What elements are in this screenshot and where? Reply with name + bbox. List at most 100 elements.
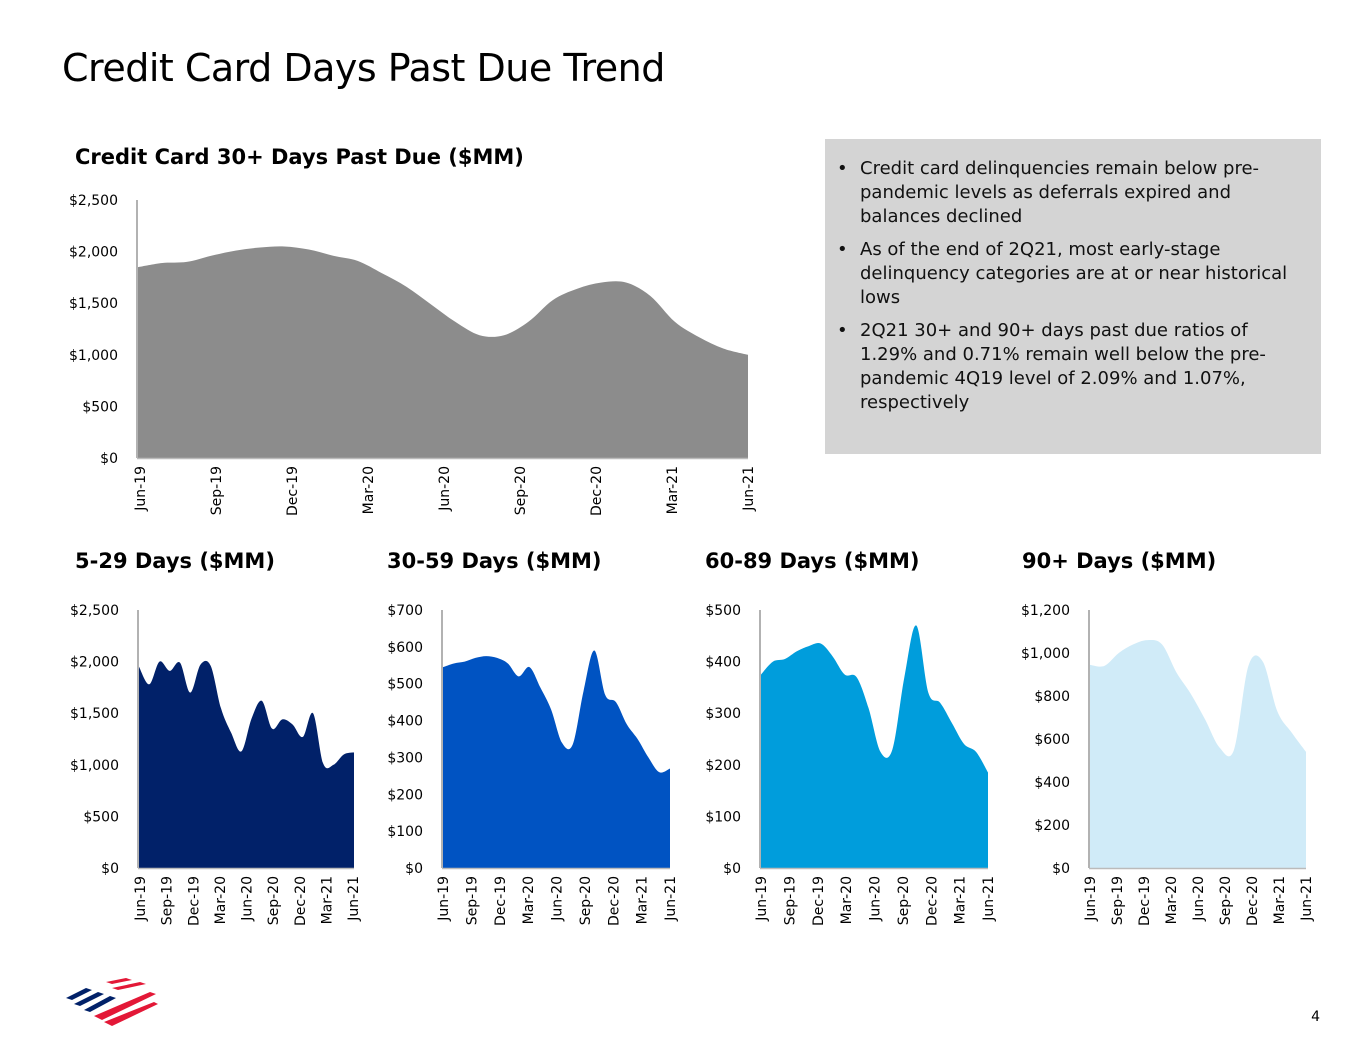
area-series bbox=[761, 625, 988, 868]
x-tick-label: Dec-20 bbox=[606, 876, 622, 926]
x-tick-label: Sep-20 bbox=[266, 876, 282, 925]
x-tick-label: Dec-19 bbox=[285, 466, 301, 516]
y-tick-label: $100 bbox=[387, 824, 423, 840]
commentary-text: Credit card delinquencies remain below p… bbox=[860, 158, 1260, 227]
x-tick-label: Sep-19 bbox=[209, 466, 225, 515]
x-tick-label: Jun-21 bbox=[663, 876, 679, 922]
y-tick-label: $600 bbox=[1034, 732, 1070, 748]
x-tick-label: Dec-19 bbox=[493, 876, 509, 926]
x-tick-label: Jun-19 bbox=[133, 876, 149, 922]
y-tick-label: $1,200 bbox=[1021, 603, 1070, 619]
x-tick-label: Dec-19 bbox=[1137, 876, 1153, 926]
x-tick-label: Jun-20 bbox=[437, 466, 453, 512]
area-chart-60-89-days: $0 $100 $200 $300 $400 $500 Jun-19 Sep-19 Dec-19… bbox=[705, 603, 997, 926]
x-tick-label: Jun-21 bbox=[981, 876, 997, 922]
x-tick-label: Jun-19 bbox=[436, 876, 452, 922]
chart-title-60-89-days: 60-89 Days ($MM) bbox=[705, 549, 920, 573]
y-tick-label: $500 bbox=[83, 809, 119, 825]
y-tick-label: $400 bbox=[387, 714, 423, 730]
y-tick-label: $400 bbox=[1034, 775, 1070, 791]
area-chart-90plus-days: $0 $200 $400 $600 $800 $1,000 $1,200 Jun-19 Sep-… bbox=[1021, 603, 1315, 926]
y-tick-label: $0 bbox=[405, 861, 423, 877]
y-tick-label: $1,000 bbox=[1021, 646, 1070, 662]
x-tick-label: Mar-20 bbox=[213, 876, 229, 924]
x-tick-label: Mar-20 bbox=[361, 466, 377, 514]
area-chart-30plus-days: $0 $500 $1,000 $1,500 $2,000 $2,500 Jun-19 Sep-… bbox=[69, 193, 757, 516]
chart-title-5-29-days: 5-29 Days ($MM) bbox=[75, 549, 275, 573]
y-tick-label: $0 bbox=[100, 451, 118, 467]
commentary-panel: • Credit card delinquencies remain below … bbox=[825, 139, 1321, 454]
y-tick-label: $0 bbox=[723, 861, 741, 877]
x-tick-label: Jun-21 bbox=[1299, 876, 1315, 922]
y-tick-label: $0 bbox=[101, 861, 119, 877]
commentary-list: • Credit card delinquencies remain below … bbox=[837, 157, 1297, 415]
y-tick-label: $500 bbox=[705, 603, 741, 619]
y-tick-label: $0 bbox=[1052, 861, 1070, 877]
y-tick-label: $500 bbox=[82, 399, 118, 415]
y-tick-label: $200 bbox=[387, 787, 423, 803]
x-tick-label: Dec-19 bbox=[811, 876, 827, 926]
y-tick-label: $600 bbox=[387, 640, 423, 656]
x-tick-label: Mar-21 bbox=[953, 876, 969, 924]
page-title: Credit Card Days Past Due Trend bbox=[62, 46, 665, 90]
bullet-icon: • bbox=[837, 320, 848, 341]
y-tick-label: $300 bbox=[705, 706, 741, 722]
x-tick-label: Mar-20 bbox=[1164, 876, 1180, 924]
commentary-item: • 2Q21 30+ and 90+ days past due ratios o… bbox=[837, 319, 1297, 415]
y-tick-label: $1,000 bbox=[70, 758, 119, 774]
y-tick-label: $1,500 bbox=[69, 296, 118, 312]
commentary-text: 2Q21 30+ and 90+ days past due ratios of… bbox=[860, 320, 1266, 413]
x-tick-label: Sep-19 bbox=[160, 876, 176, 925]
x-tick-label: Mar-21 bbox=[1272, 876, 1288, 924]
bullet-icon: • bbox=[837, 158, 848, 179]
x-tick-label: Dec-19 bbox=[186, 876, 202, 926]
area-series bbox=[138, 246, 748, 458]
chart-title-30plus: Credit Card 30+ Days Past Due ($MM) bbox=[75, 145, 524, 169]
x-tick-label: Sep-20 bbox=[1218, 876, 1234, 925]
y-tick-label: $2,500 bbox=[69, 193, 118, 209]
x-tick-label: Mar-20 bbox=[839, 876, 855, 924]
x-tick-label: Dec-20 bbox=[924, 876, 940, 926]
x-tick-label: Jun-20 bbox=[1191, 876, 1207, 922]
x-tick-label: Dec-20 bbox=[293, 876, 309, 926]
page-number: 4 bbox=[1311, 1009, 1320, 1025]
y-tick-label: $200 bbox=[1034, 818, 1070, 834]
x-tick-label: Jun-19 bbox=[133, 466, 149, 512]
y-tick-label: $2,500 bbox=[70, 603, 119, 619]
x-tick-label: Jun-19 bbox=[1083, 876, 1099, 922]
x-tick-label: Mar-21 bbox=[319, 876, 335, 924]
x-tick-label: Dec-20 bbox=[1245, 876, 1261, 926]
y-tick-label: $500 bbox=[387, 677, 423, 693]
y-tick-label: $800 bbox=[1034, 689, 1070, 705]
x-tick-label: Sep-19 bbox=[464, 876, 480, 925]
y-tick-label: $1,000 bbox=[69, 348, 118, 364]
area-series bbox=[139, 660, 354, 868]
x-tick-label: Jun-20 bbox=[868, 876, 884, 922]
y-tick-label: $400 bbox=[705, 655, 741, 671]
y-tick-label: $2,000 bbox=[70, 655, 119, 671]
x-tick-label: Mar-20 bbox=[521, 876, 537, 924]
x-tick-label: Sep-20 bbox=[578, 876, 594, 925]
x-tick-label: Sep-20 bbox=[513, 466, 529, 515]
x-tick-label: Jun-21 bbox=[346, 876, 362, 922]
flag-logo-icon bbox=[66, 978, 158, 1026]
area-series bbox=[443, 650, 670, 868]
chart-title-90plus-days: 90+ Days ($MM) bbox=[1022, 549, 1217, 573]
bullet-icon: • bbox=[837, 239, 848, 260]
y-tick-label: $1,500 bbox=[70, 706, 119, 722]
y-tick-label: $100 bbox=[705, 809, 741, 825]
x-tick-label: Mar-21 bbox=[665, 466, 681, 514]
x-tick-label: Dec-20 bbox=[589, 466, 605, 516]
x-tick-label: Sep-19 bbox=[1110, 876, 1126, 925]
chart-title-30-59-days: 30-59 Days ($MM) bbox=[387, 549, 602, 573]
x-tick-label: Jun-20 bbox=[240, 876, 256, 922]
x-tick-label: Jun-21 bbox=[741, 466, 757, 512]
commentary-item: • As of the end of 2Q21, most early-stage… bbox=[837, 238, 1297, 310]
area-chart-30-59-days: $0 $100 $200 $300 $400 $500 $600 $700 Jun-19 Sep-… bbox=[387, 603, 679, 926]
commentary-item: • Credit card delinquencies remain below … bbox=[837, 157, 1297, 229]
y-tick-label: $300 bbox=[387, 750, 423, 766]
commentary-text: As of the end of 2Q21, most early-stage … bbox=[860, 239, 1288, 308]
y-tick-label: $200 bbox=[705, 758, 741, 774]
y-tick-label: $2,000 bbox=[69, 245, 118, 261]
x-tick-label: Mar-21 bbox=[635, 876, 651, 924]
